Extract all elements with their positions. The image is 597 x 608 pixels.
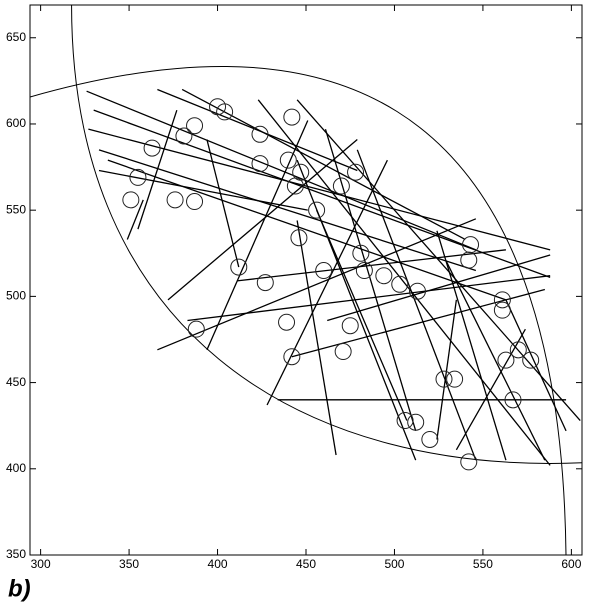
segment (167, 138, 358, 301)
segment (257, 99, 551, 466)
y-tick-label: 600 (6, 116, 26, 130)
point (460, 453, 478, 471)
point (334, 343, 352, 361)
point (308, 201, 326, 219)
point (493, 301, 511, 319)
point (421, 430, 439, 448)
segment (236, 249, 506, 282)
point (122, 191, 140, 209)
y-tick-label: 500 (6, 289, 26, 303)
point (251, 125, 269, 143)
segment (436, 299, 458, 440)
point (186, 117, 204, 135)
point (332, 177, 350, 195)
y-tick-label: 400 (6, 461, 26, 475)
x-tick-label: 600 (561, 557, 581, 571)
point (175, 127, 193, 145)
x-tick-label: 450 (296, 557, 316, 571)
segment (296, 99, 581, 421)
segment (98, 169, 308, 211)
point (504, 391, 522, 409)
segment (266, 159, 388, 406)
point (279, 151, 297, 169)
point (522, 351, 540, 369)
segment (327, 254, 551, 322)
segment (93, 109, 551, 279)
point (407, 413, 425, 431)
point (341, 317, 359, 335)
segment (206, 139, 240, 268)
point (283, 108, 301, 126)
segment (206, 120, 309, 351)
segment (291, 288, 546, 358)
point (290, 229, 308, 247)
point (278, 313, 296, 331)
point (186, 193, 204, 211)
point (355, 262, 373, 280)
segment (316, 209, 408, 421)
segment (86, 90, 477, 251)
segment (324, 128, 417, 432)
x-tick-label: 400 (208, 557, 228, 571)
point (435, 370, 453, 388)
segment (181, 88, 466, 241)
point (497, 351, 515, 369)
segment (98, 149, 477, 272)
segment (107, 159, 507, 301)
segment (356, 149, 477, 461)
panel-label: b) (8, 575, 31, 602)
segment (187, 275, 551, 322)
point (493, 291, 511, 309)
segment (445, 259, 546, 461)
point (347, 163, 365, 181)
segment (505, 299, 567, 432)
point (460, 251, 478, 269)
segment (455, 328, 526, 451)
y-tick-label: 550 (6, 202, 26, 216)
segment (88, 128, 551, 251)
x-tick-label: 550 (473, 557, 493, 571)
point (446, 370, 464, 388)
point (129, 168, 147, 186)
point (509, 341, 527, 359)
point (396, 412, 414, 430)
y-tick-label: 450 (6, 375, 26, 389)
point (352, 244, 370, 262)
segment (137, 109, 178, 230)
point (408, 282, 426, 300)
point (216, 103, 234, 121)
point (166, 191, 184, 209)
point (256, 274, 274, 292)
y-tick-label: 350 (6, 547, 26, 561)
plot-frame (29, 4, 583, 556)
boundary (30, 5, 582, 555)
y-tick-label: 650 (6, 30, 26, 44)
segment (436, 230, 507, 461)
marks (86, 88, 581, 471)
segment (157, 218, 477, 351)
point (230, 258, 248, 276)
point (292, 163, 310, 181)
segment (126, 199, 144, 240)
x-tick-label: 300 (31, 557, 51, 571)
point (143, 139, 161, 157)
point (375, 267, 393, 285)
point (251, 155, 269, 173)
x-tick-label: 350 (119, 557, 139, 571)
point (315, 262, 333, 280)
point (283, 348, 301, 366)
lower-arc (71, 5, 582, 464)
point (187, 320, 205, 338)
upper-arc (30, 65, 567, 555)
segment (296, 220, 337, 456)
point (391, 275, 409, 293)
x-tick-label: 500 (384, 557, 404, 571)
